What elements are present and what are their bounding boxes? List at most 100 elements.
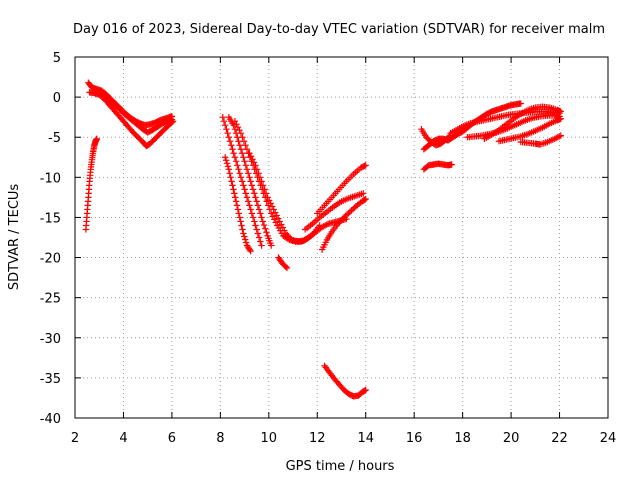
y-axis-label: SDTVAR / TECUs <box>7 184 22 291</box>
data-point <box>255 170 262 177</box>
data-point <box>258 242 265 249</box>
y-tick-label: 5 <box>53 51 61 66</box>
data-point <box>247 153 255 160</box>
data-point <box>239 134 246 141</box>
series-arc-m <box>318 195 369 253</box>
data-point <box>238 178 246 185</box>
data-point <box>242 190 250 197</box>
series-arc-i <box>246 150 350 245</box>
series-arc-t <box>481 103 564 143</box>
data-point <box>235 138 242 145</box>
y-tick-label: -10 <box>40 171 61 186</box>
data-point <box>242 142 249 149</box>
data-point <box>246 174 253 181</box>
series-arc-a <box>82 135 101 233</box>
data-point <box>267 200 274 207</box>
data-point <box>236 214 243 221</box>
series-arc-k <box>314 162 369 217</box>
data-point <box>250 159 258 166</box>
series-arc-r <box>447 108 563 137</box>
data-point <box>362 162 369 169</box>
y-tick-label: -40 <box>40 412 61 427</box>
data-point <box>236 127 243 134</box>
y-tick-label: -25 <box>40 292 61 307</box>
data-point <box>556 133 563 140</box>
data-point <box>361 196 369 203</box>
data-point <box>248 182 256 189</box>
data-point <box>273 212 280 219</box>
data-point <box>557 115 564 122</box>
data-point <box>362 386 369 394</box>
x-tick-label: 2 <box>71 431 79 446</box>
data-point <box>219 113 226 121</box>
data-point <box>446 133 453 140</box>
data-point <box>231 117 239 125</box>
data-point <box>168 116 176 123</box>
data-point <box>246 150 253 157</box>
x-tick-label: 8 <box>216 431 224 446</box>
data-points <box>82 79 564 400</box>
data-point <box>557 108 564 115</box>
data-point <box>517 100 524 107</box>
data-point <box>247 206 254 213</box>
data-point <box>263 229 270 236</box>
data-point <box>253 198 260 205</box>
data-point <box>272 219 279 226</box>
data-point <box>268 242 275 249</box>
plot-frame <box>74 56 609 419</box>
data-point <box>237 218 244 225</box>
data-point <box>254 230 262 237</box>
y-tick-label: -35 <box>40 372 61 387</box>
data-point <box>238 222 245 229</box>
data-point <box>258 214 265 221</box>
data-point <box>268 203 276 210</box>
data-point <box>340 214 348 221</box>
data-point <box>282 263 289 270</box>
data-point <box>275 215 282 222</box>
data-point <box>228 178 235 185</box>
data-point <box>239 226 246 233</box>
data-point <box>252 222 259 229</box>
data-point <box>227 174 234 181</box>
data-point <box>241 158 248 165</box>
series-arc-c <box>86 89 177 150</box>
data-point <box>233 120 240 128</box>
data-point <box>346 208 354 216</box>
data-point <box>264 194 271 201</box>
data-point <box>232 158 240 165</box>
y-tick-label: 0 <box>53 91 61 106</box>
data-point <box>233 202 241 209</box>
data-point <box>362 195 369 203</box>
data-point <box>241 233 248 240</box>
data-point <box>237 130 245 137</box>
data-point <box>252 194 259 201</box>
data-point <box>268 210 275 217</box>
data-point <box>237 146 245 153</box>
data-point <box>252 162 259 169</box>
y-tick-label: -5 <box>48 131 61 146</box>
data-point <box>258 178 265 185</box>
x-tick-label: 4 <box>119 431 127 446</box>
data-point <box>248 210 256 217</box>
x-axis-label: GPS time / hours <box>286 459 395 474</box>
data-point <box>265 197 273 204</box>
data-point <box>557 132 564 139</box>
data-point <box>259 218 266 225</box>
series-arc-n <box>321 362 369 400</box>
data-point <box>271 216 278 223</box>
data-point <box>448 161 455 168</box>
data-point <box>242 162 250 169</box>
series-arc-l <box>301 190 367 233</box>
x-tick-label: 16 <box>406 431 423 446</box>
data-point <box>279 224 286 231</box>
data-point <box>246 246 253 253</box>
data-point <box>229 182 236 189</box>
series-arc-j <box>275 254 291 272</box>
data-point <box>241 236 249 243</box>
x-tick-label: 6 <box>168 431 176 446</box>
data-point <box>224 163 232 170</box>
data-point <box>249 186 257 193</box>
data-point <box>283 264 291 272</box>
chart-title: Day 016 of 2023, Sidereal Day-to-day VTE… <box>73 22 605 37</box>
data-point <box>246 202 253 209</box>
